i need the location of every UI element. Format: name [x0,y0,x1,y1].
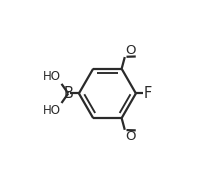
Text: HO: HO [43,70,61,83]
Text: O: O [125,44,136,57]
Text: O: O [125,130,136,143]
Text: HO: HO [43,104,61,117]
Text: F: F [144,86,152,101]
Text: B: B [63,86,73,101]
